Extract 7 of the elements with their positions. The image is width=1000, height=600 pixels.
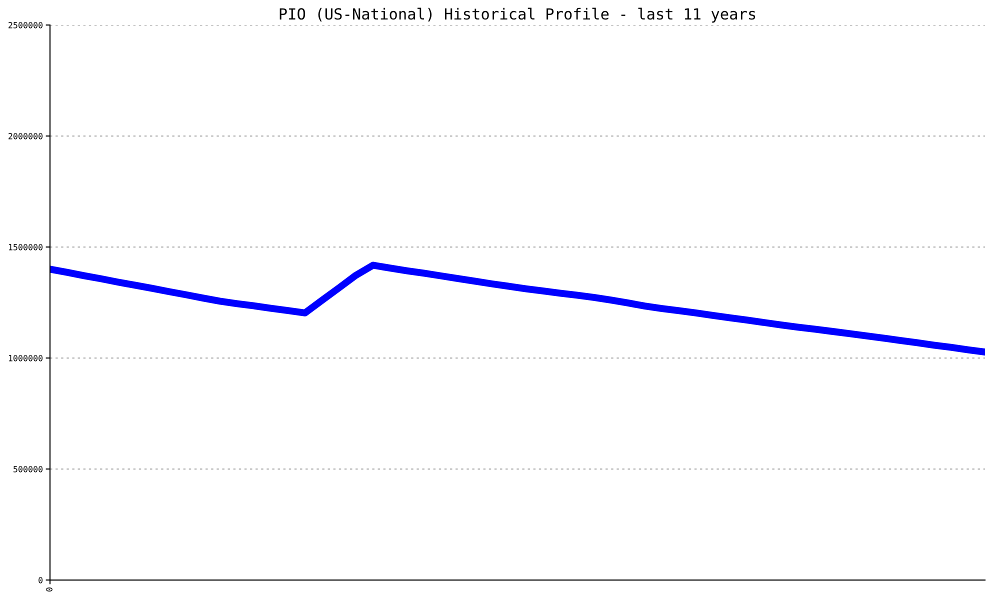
y-tick-label: 2500000 xyxy=(8,22,43,28)
y-tick-label: 1000000 xyxy=(8,355,43,362)
y-tick-label: 2000000 xyxy=(8,133,43,140)
y-tick-label: 500000 xyxy=(14,466,43,472)
y-tick-label: 1500000 xyxy=(8,244,43,250)
y-tick-label: 0 xyxy=(38,577,43,584)
chart-title: PIO (US-National) Historical Profile - last 11 years xyxy=(280,8,756,23)
